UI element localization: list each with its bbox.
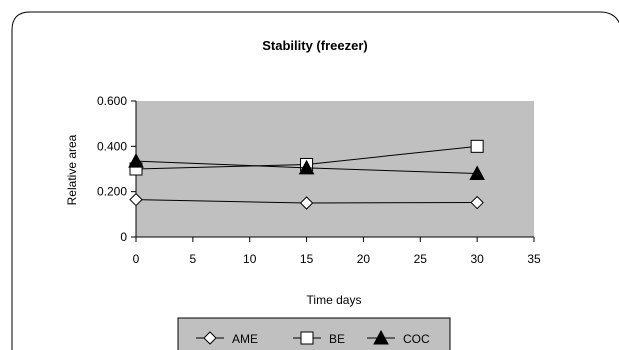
legend-label-ame: AME xyxy=(232,332,258,346)
x-tick-label: 5 xyxy=(190,252,197,266)
y-tick-label: 0.400 xyxy=(97,139,127,153)
legend-box xyxy=(177,317,451,350)
data-point-coc xyxy=(469,165,485,181)
data-point-ame xyxy=(299,196,314,210)
legend-marker-be xyxy=(300,331,314,345)
x-axis: 0 5 10 15 20 25 30 35 xyxy=(133,236,541,266)
data-point-coc xyxy=(298,159,315,175)
x-tick-label: 15 xyxy=(300,252,314,266)
x-tick-label: 10 xyxy=(243,252,257,266)
y-tick-label: 0.200 xyxy=(97,185,127,199)
legend-label-coc: COC xyxy=(403,332,430,346)
legend: AME BE COC xyxy=(177,317,451,350)
x-tick-label: 20 xyxy=(357,252,371,266)
x-tick-label: 30 xyxy=(470,252,484,266)
y-tick-label: 0.600 xyxy=(97,94,127,108)
legend-marker-ame xyxy=(203,331,217,345)
x-tick-label: 0 xyxy=(133,252,140,266)
chart-border xyxy=(11,11,619,350)
data-point-ame xyxy=(470,195,484,210)
data-point-be xyxy=(470,139,484,153)
legend-marker-coc xyxy=(373,329,389,345)
x-axis-label: Time days xyxy=(307,293,362,307)
chart-title: Stability (freezer) xyxy=(262,38,367,53)
x-tick-label: 25 xyxy=(414,252,428,266)
legend-label-be: BE xyxy=(329,332,345,346)
data-point-ame xyxy=(129,192,143,207)
y-tick-label: 0 xyxy=(120,230,127,244)
data-point-coc xyxy=(128,153,144,168)
y-axis-label: Relative area xyxy=(65,134,79,205)
x-tick-label: 35 xyxy=(527,252,541,266)
series-layer xyxy=(128,139,485,210)
